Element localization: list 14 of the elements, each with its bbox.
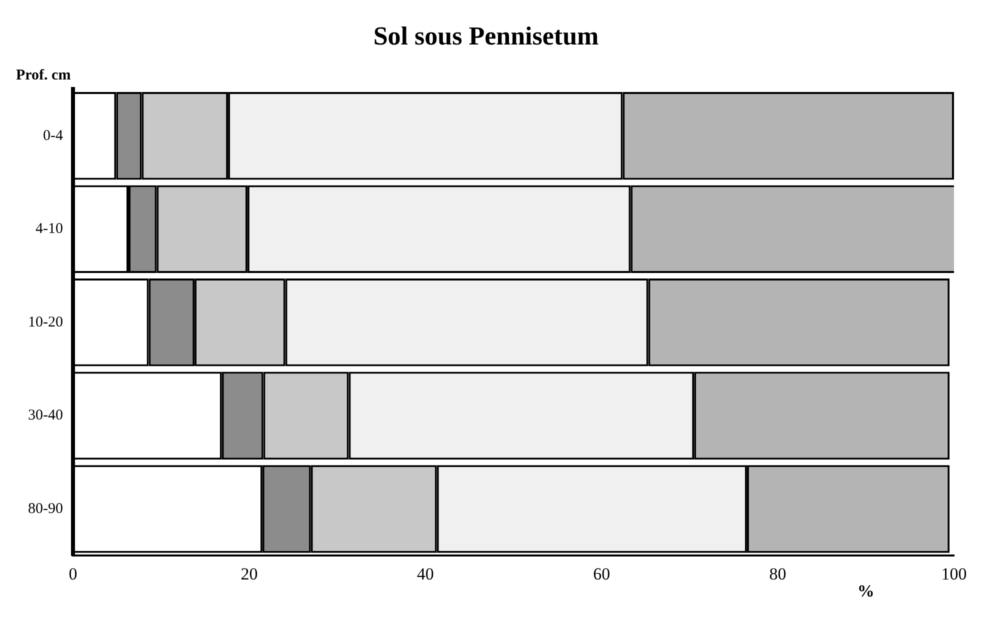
y-tick-label: 30-40 [28, 408, 63, 424]
x-tick-label: 100 [941, 564, 967, 584]
y-tick-label: 10-20 [28, 314, 63, 330]
x-tick-label: 0 [68, 564, 78, 584]
y-tick-label: 0-4 [42, 128, 64, 144]
x-tick-label: 20 [240, 564, 258, 584]
y-axis-title: Prof. cm [16, 68, 72, 84]
x-tick-label: 60 [593, 564, 610, 584]
x-axis-title: % [857, 581, 874, 600]
chart-title: Sol sous Pennisetum [373, 21, 600, 50]
x-tick-label: 80 [769, 564, 786, 584]
x-tick-label: 40 [416, 564, 434, 584]
y-tick-label: 80-90 [28, 500, 63, 517]
y-tick-label: 4-10 [35, 221, 63, 238]
